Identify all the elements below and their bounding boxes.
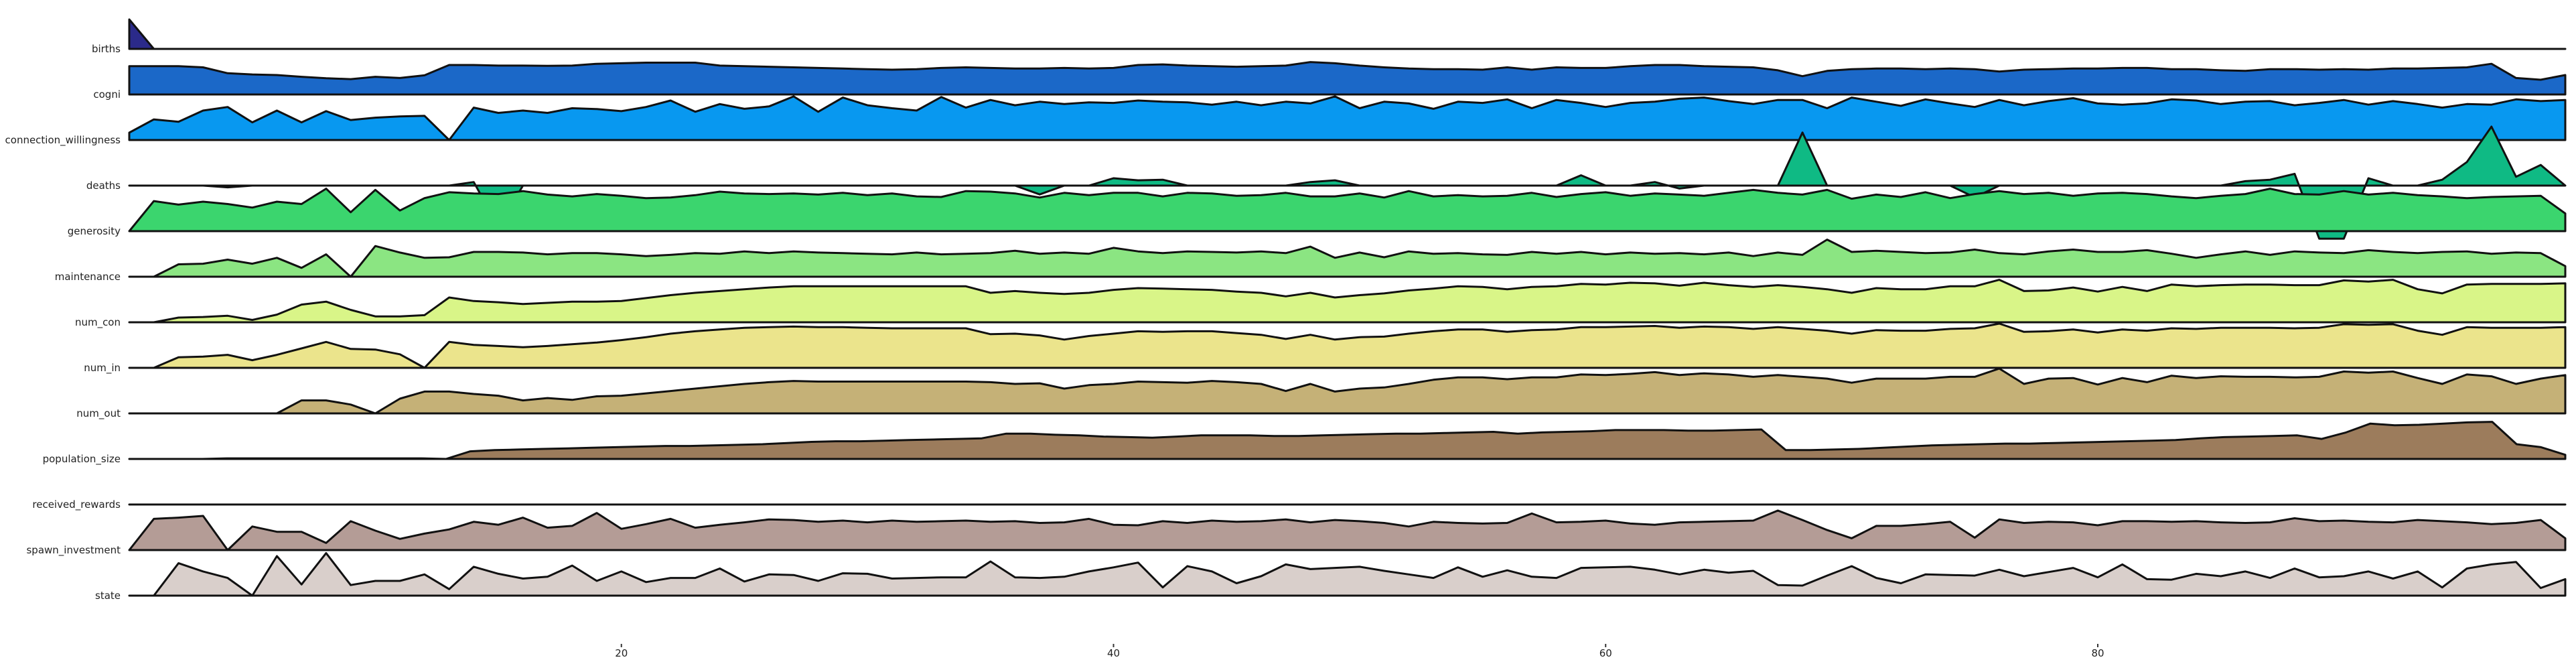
row-label-maintenance: maintenance xyxy=(55,271,121,283)
x-tick-label: 60 xyxy=(1599,647,1612,659)
row-label-spawn-investment: spawn_investment xyxy=(26,544,121,557)
ridge-state xyxy=(128,552,2567,597)
row-label-births: births xyxy=(92,43,121,55)
ridge-maintenance xyxy=(128,239,2567,278)
row-label-num-in: num_in xyxy=(84,362,121,375)
ridge-spawn-investment xyxy=(128,509,2567,551)
row-label-cogni: cogni xyxy=(93,88,121,100)
x-tick-label: 40 xyxy=(1107,647,1120,659)
row-label-num-out: num_out xyxy=(76,407,121,420)
ridge-population-size xyxy=(128,421,2567,460)
ridge-num-con xyxy=(128,279,2567,324)
x-tick-label: 20 xyxy=(615,647,628,659)
row-label-deaths: deaths xyxy=(86,180,121,192)
row-label-num-con: num_con xyxy=(75,316,121,329)
row-label-connection-willingness: connection_willingness xyxy=(5,134,121,147)
row-label-generosity: generosity xyxy=(68,225,121,237)
row-label-received-rewards: received_rewards xyxy=(32,498,121,511)
x-axis: 20 40 60 80 xyxy=(615,644,2104,659)
ridge-generosity xyxy=(128,188,2567,232)
ridge-connection-willingness xyxy=(128,95,2567,141)
x-tick-label: 80 xyxy=(2091,647,2104,659)
ridge-cogni xyxy=(128,61,2567,96)
ridge-num-in xyxy=(128,322,2567,369)
ridge-births xyxy=(128,18,2567,50)
ridges-layer xyxy=(128,18,2567,597)
row-label-population-size: population_size xyxy=(43,453,121,466)
ridge-num-out xyxy=(128,367,2567,415)
row-label-state: state xyxy=(95,590,121,602)
